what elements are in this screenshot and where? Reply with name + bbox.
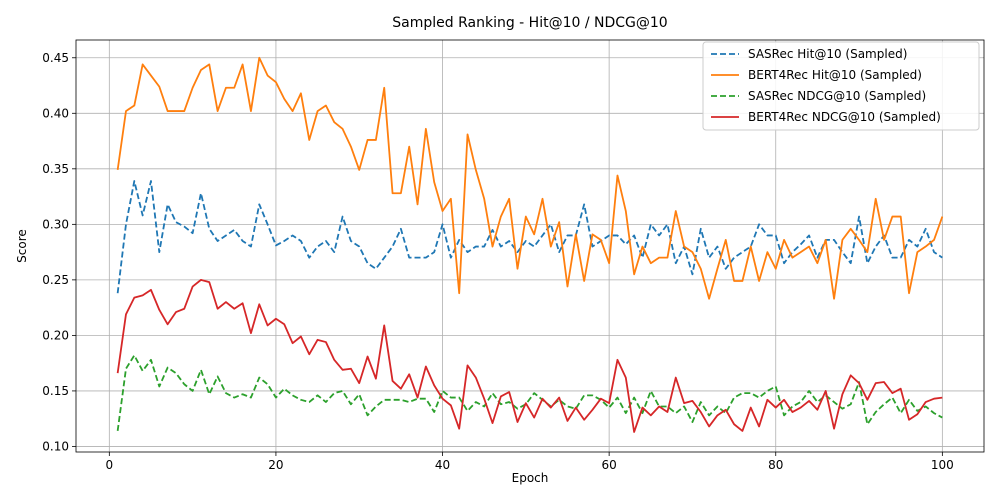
x-axis-label: Epoch (512, 471, 549, 485)
legend-label-2: SASRec NDCG@10 (Sampled) (748, 89, 926, 103)
legend-label-1: BERT4Rec Hit@10 (Sampled) (748, 68, 922, 82)
y-tick-label: 0.10 (42, 439, 69, 453)
y-tick-label: 0.15 (42, 384, 69, 398)
ticks: 0 20 40 60 80 100 0.10 0.15 0.20 0.25 0.30 0.35 0.40… (42, 51, 954, 472)
y-tick-label: 0.40 (42, 106, 69, 120)
x-tick-label: 40 (435, 458, 450, 472)
series-line-0 (116, 180, 943, 294)
plot-frame (75, 39, 985, 453)
series-line-3 (116, 278, 943, 433)
x-tick-label: 100 (931, 458, 954, 472)
series-layer (116, 56, 944, 433)
legend-label-3: BERT4Rec NDCG@10 (Sampled) (748, 110, 941, 124)
y-tick-label: 0.35 (42, 162, 69, 176)
series-line-2 (116, 354, 943, 432)
y-tick-label: 0.45 (42, 51, 69, 65)
legend-label-0: SASRec Hit@10 (Sampled) (748, 47, 907, 61)
x-tick-label: 80 (768, 458, 783, 472)
x-tick-label: 20 (268, 458, 283, 472)
chart-title: Sampled Ranking - Hit@10 / NDCG@10 (392, 15, 667, 31)
y-tick-label: 0.25 (42, 273, 69, 287)
legend-box (702, 41, 980, 131)
legend: SASRec Hit@10 (Sampled) BERT4Rec Hit@10 (… (702, 41, 980, 131)
y-tick-label: 0.30 (42, 217, 69, 231)
x-tick-label: 0 (106, 458, 114, 472)
x-tick-label: 60 (601, 458, 616, 472)
series-line-1 (116, 56, 944, 300)
y-axis-label: Score (15, 229, 29, 263)
y-tick-label: 0.20 (42, 328, 69, 342)
